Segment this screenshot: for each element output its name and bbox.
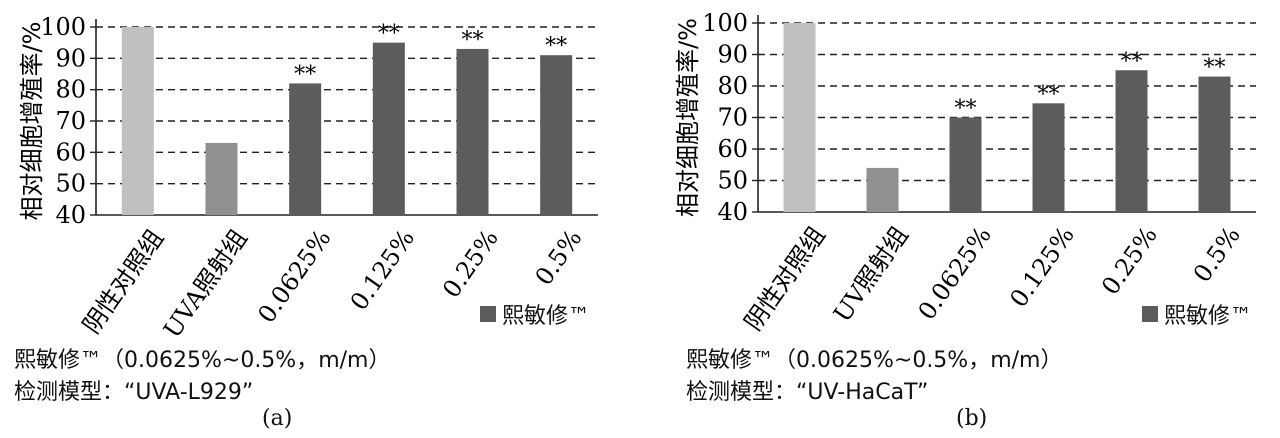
legend-label: 熙敏修™ [502, 304, 591, 329]
significance-label: ** [294, 62, 316, 87]
bar [540, 55, 573, 216]
x-tick-label: UVA照射组 [158, 224, 253, 343]
y-tick-label: 50 [55, 170, 86, 198]
legend-b: 熙敏修™ [1142, 298, 1252, 330]
caption-concentration: 熙敏修™（0.0625%~0.5%，m/m） [686, 348, 1063, 373]
y-tick-label: 70 [55, 107, 86, 135]
bar [1032, 103, 1065, 212]
y-tick-label: 90 [717, 41, 748, 69]
caption-model: 检测模型：“UV-HaCaT” [686, 380, 929, 405]
y-tick-label: 70 [717, 104, 748, 132]
y-tick-label: 100 [702, 9, 748, 37]
bar [289, 83, 322, 216]
x-tick-label: 0.125% [345, 224, 420, 315]
x-tick-label: UV照射组 [828, 221, 914, 327]
bar [456, 48, 489, 215]
bar [1198, 76, 1231, 212]
bar [866, 167, 899, 212]
y-tick-label: 100 [40, 13, 86, 41]
chart-panel-a: 40 50 60 70 80 90 100 阴性对照组 UVA照射组 ** 0.0625% ** 0.1… [14, 13, 598, 431]
significance-label: ** [1121, 49, 1143, 74]
legend-label: 熙敏修™ [1164, 304, 1253, 329]
bar [949, 117, 982, 212]
panel-label: (a) [262, 406, 293, 431]
significance-label: ** [1038, 82, 1060, 107]
legend-swatch-icon [1142, 306, 1158, 322]
legend-swatch-icon [480, 306, 496, 322]
bar [1115, 70, 1148, 212]
significance-label: ** [1204, 56, 1226, 81]
x-tick-label: 0.0625% [252, 224, 336, 328]
y-tick-label: 60 [55, 138, 86, 166]
y-tick-label: 50 [717, 167, 748, 195]
x-tick-label: 0.25% [437, 224, 504, 303]
y-tick-label: 40 [717, 198, 748, 226]
bar [205, 142, 238, 215]
x-tick-label: 0.0625% [913, 221, 997, 325]
x-tick-label: 阴性对照组 [739, 221, 831, 335]
x-tick-label: 0.25% [1096, 221, 1163, 300]
caption-model: 检测模型：“UVA-L929” [14, 380, 254, 405]
significance-label: ** [545, 34, 567, 59]
significance-label: ** [378, 22, 400, 47]
y-tick-label: 90 [55, 44, 86, 72]
caption-concentration: 熙敏修™（0.0625%~0.5%，m/m） [14, 348, 391, 373]
x-tick-label: 0.5% [1188, 221, 1246, 287]
y-tick-label: 80 [717, 72, 748, 100]
chart-panel-b: 40 50 60 70 80 90 100 阴性对照组 UV照射组 ** 0.0625% ** 0.12… [660, 0, 1280, 438]
x-tick-label: 0.125% [1004, 221, 1079, 312]
bar [783, 23, 816, 212]
bar [121, 27, 154, 215]
significance-label: ** [462, 28, 484, 53]
significance-label: ** [955, 97, 977, 122]
y-axis-label: 相对细胞增殖率/% [674, 18, 702, 217]
y-tick-label: 80 [55, 76, 86, 104]
panel-label: (b) [956, 406, 988, 431]
bar [372, 42, 405, 215]
y-tick-label: 60 [717, 135, 748, 163]
y-axis-label: 相对细胞增殖率/% [18, 22, 46, 221]
x-tick-label: 0.5% [530, 224, 588, 290]
y-tick-label: 40 [55, 201, 86, 229]
x-tick-label: 阴性对照组 [77, 224, 169, 338]
legend-a: 熙敏修™ [480, 298, 590, 330]
